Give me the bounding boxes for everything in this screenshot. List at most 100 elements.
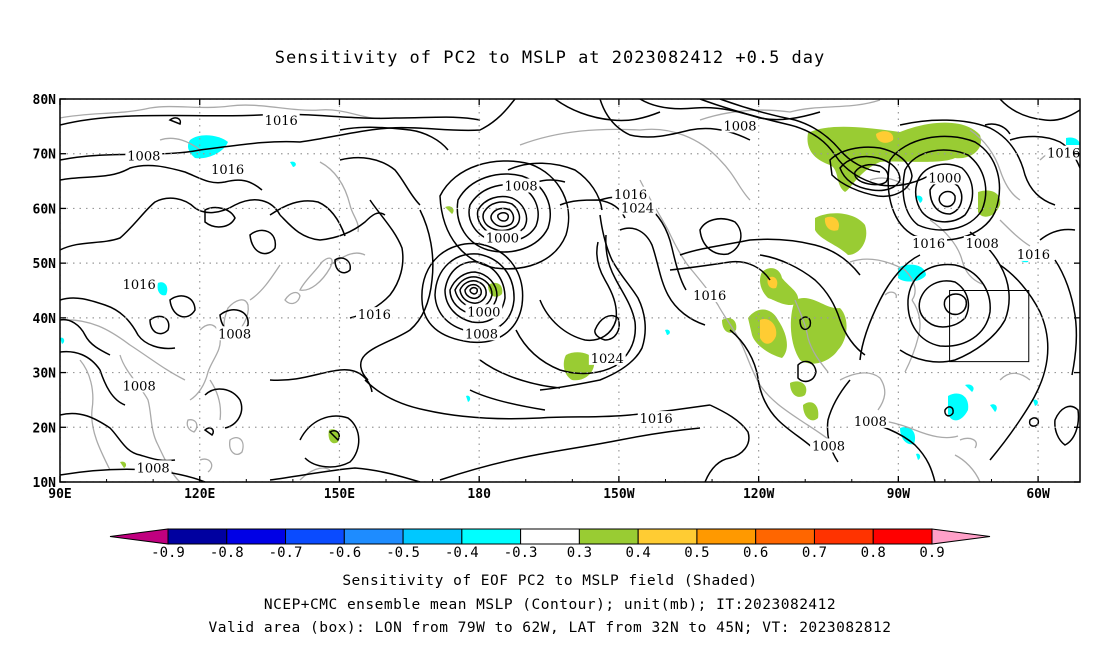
- contour-label: 1016: [358, 308, 391, 323]
- contour-label-bg: [810, 438, 847, 453]
- shade-yellow: [876, 131, 894, 143]
- shade-cyan: [1033, 399, 1038, 406]
- contour-label: 1008: [127, 149, 160, 164]
- shade-positive: [807, 122, 981, 192]
- contour-label: 1000: [928, 171, 961, 186]
- shade-cyan: [187, 135, 228, 159]
- colorbar-label: -0.6: [327, 545, 361, 561]
- contour-label: 1008: [505, 180, 538, 195]
- y-tick-label: 70N: [33, 148, 57, 163]
- colorbar-label: 0.7: [802, 545, 827, 561]
- contour-label-bg: [1015, 246, 1052, 261]
- colorbar-box: [755, 528, 815, 545]
- grid-lines: [60, 99, 1080, 482]
- colorbar-label: -0.4: [445, 545, 479, 561]
- x-tick-label: 90E: [48, 487, 71, 502]
- caption-line-1: Sensitivity of EOF PC2 to MSLP field (Sh…: [342, 573, 758, 589]
- shaded-sensitivity-regions: [60, 122, 1080, 468]
- y-tick-label: 30N: [33, 367, 57, 382]
- colorbar-box: [402, 528, 463, 545]
- shade-positive: [790, 381, 807, 397]
- contour-label: 1016: [1017, 248, 1050, 263]
- colorbar-label: 0.6: [743, 545, 768, 561]
- shade-cyan: [990, 404, 997, 412]
- shade-cyan: [290, 161, 296, 167]
- y-tick-label: 80N: [33, 93, 57, 108]
- colorbar-box: [637, 528, 698, 545]
- shade-positive: [978, 190, 1001, 217]
- contour-label: 1008: [966, 237, 999, 252]
- contour-label: 1008: [465, 327, 498, 342]
- contour-label-bg: [721, 118, 759, 133]
- colorbar-label: -0.5: [386, 545, 420, 561]
- shade-yellow: [760, 318, 777, 344]
- contour-label-bg: [262, 112, 300, 127]
- contour-label: 1016: [912, 237, 945, 252]
- contour-label: 1016: [211, 163, 244, 178]
- contour-label-bg: [125, 148, 163, 163]
- contour-label-bg: [963, 235, 1001, 250]
- contour-label-bg: [216, 326, 254, 341]
- contour-label-bg: [209, 162, 247, 177]
- x-tick-label: 60W: [1026, 487, 1050, 502]
- colorbar-box: [285, 528, 345, 545]
- contour-label-bg: [120, 277, 158, 292]
- x-tick-label: 150W: [603, 487, 634, 502]
- contour-label-bg: [1045, 145, 1080, 160]
- colorbar-min-triangle: [109, 528, 169, 545]
- shade-cyan: [157, 282, 168, 296]
- shade-positive: [120, 461, 127, 468]
- shade-positive: [790, 297, 847, 364]
- contour-label: 1000: [467, 305, 500, 320]
- contour-label: 1016: [123, 278, 156, 293]
- caption-line-2: NCEP+CMC ensemble mean MSLP (Contour); u…: [263, 597, 837, 613]
- shade-cyan: [60, 337, 65, 344]
- colorbar-box: [343, 528, 404, 545]
- colorbar-label: 0.9: [919, 545, 944, 561]
- contour-labels: 1016 1008 1016 1016 1016 1008 1008 1008 1008 1000…: [120, 112, 1080, 476]
- colorbar-label: -0.8: [210, 545, 244, 561]
- colorbar-label: 0.8: [861, 545, 886, 561]
- shade-positive: [815, 213, 867, 255]
- contour-label: 1024: [621, 201, 654, 216]
- shade-positive: [488, 282, 503, 297]
- contour-label: 1008: [218, 327, 251, 342]
- contour-label: 1000: [486, 232, 519, 247]
- colorbar-label: 0.4: [626, 545, 651, 561]
- shade-cyan: [898, 264, 926, 282]
- contour-label: 1016: [1047, 147, 1080, 162]
- shade-cyan: [965, 384, 974, 392]
- x-tick-label: 120W: [743, 487, 774, 502]
- shade-positive: [445, 206, 454, 214]
- contour-label: 1008: [812, 439, 845, 454]
- x-tick-label: 180: [467, 487, 491, 502]
- colorbar-box: [461, 528, 522, 545]
- y-tick-label: 40N: [33, 312, 57, 327]
- valid-area-box: [949, 290, 1030, 363]
- colorbar-box: [167, 528, 228, 545]
- y-tick-label: 10N: [33, 476, 57, 491]
- shade-cyan: [916, 195, 923, 203]
- colorbar: -0.9 -0.8 -0.7 -0.6 -0.5 -0.4 -0.3 0.3 0.4 0.5 0.6…: [109, 528, 991, 561]
- contour-label-bg: [588, 350, 626, 365]
- contour-label-bg: [852, 413, 889, 428]
- colorbar-box: [226, 528, 287, 545]
- contour-label: 1008: [854, 415, 887, 430]
- x-axis: 90E 120E 150E 180 150W 120W 90W 60W: [48, 99, 1050, 502]
- contour-label: 1016: [640, 412, 673, 427]
- colorbar-box: [578, 528, 639, 545]
- shade-cyan: [916, 453, 921, 460]
- y-tick-label: 60N: [33, 202, 57, 217]
- y-axis: 10N 20N 30N 40N 50N 60N 70N 80N: [33, 93, 1080, 491]
- shade-cyan: [1066, 137, 1080, 145]
- shade-cyan: [665, 329, 670, 335]
- contour-label-bg: [910, 235, 948, 250]
- contour-label-bg: [120, 378, 158, 393]
- shade-positive: [803, 402, 819, 421]
- shade-yellow: [824, 216, 839, 231]
- contour-label-bg: [134, 460, 172, 475]
- contour-label-bg: [502, 178, 540, 193]
- contour-label-bg: [691, 287, 729, 302]
- contour-label-bg: [637, 411, 675, 426]
- figure-title: Sensitivity of PC2 to MSLP at 2023082412…: [274, 48, 826, 68]
